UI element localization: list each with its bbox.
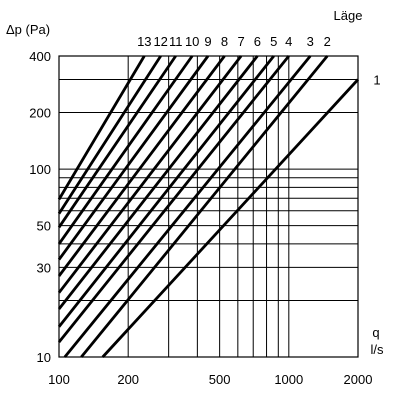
series-label-10: 10 [185,34,199,49]
series-label-1: 1 [373,73,380,88]
x-axis-unit: l/s [371,342,385,357]
series-line-7 [57,55,243,294]
plot-border [58,55,359,358]
y-tick-label: 10 [37,350,51,365]
series-label-8: 8 [221,34,228,49]
series-label-7: 7 [237,34,244,49]
y-axis-label: Δp (Pa) [6,22,50,37]
series-line-11 [57,55,177,229]
series-label-9: 9 [204,34,211,49]
series-line-2 [80,55,329,358]
y-tick-label: 50 [37,219,51,234]
x-tick-label: 200 [117,372,139,387]
series-line-6 [57,55,259,310]
x-tick-label: 2000 [344,372,373,387]
series-line-5 [57,55,275,328]
x-tick-label: 500 [209,372,231,387]
y-tick-label: 400 [29,49,51,64]
series-label-4: 4 [285,34,292,49]
y-tick-label: 100 [29,162,51,177]
y-tick-label: 200 [29,106,51,121]
series-labels: 13 12 11 10 9 8 7 6 5 4 3 2 1 [137,34,381,88]
legend-title: Läge [334,8,363,23]
series-line-10 [57,55,194,245]
x-tick-label: 100 [48,372,70,387]
series-label-11: 11 [169,34,183,49]
series-line-9 [57,55,210,261]
x-tick-label: 1000 [274,372,303,387]
plot-frame [58,55,359,358]
grid [59,56,358,357]
series-line-4 [57,55,290,343]
series-label-13: 13 [137,34,151,49]
tick-labels: 100 200 500 1000 2000 400 200 100 50 30 10 [29,49,372,387]
x-axis-label: q [372,325,379,340]
series-label-12: 12 [153,34,167,49]
series-label-3: 3 [307,34,314,49]
series-line-1 [101,78,360,358]
series-label-6: 6 [254,34,261,49]
series-line-13 [57,55,146,201]
y-tick-label: 30 [37,260,51,275]
series-line-8 [57,55,226,277]
series-line-3 [63,55,312,358]
series-line-12 [57,55,162,215]
series-lines [57,55,360,358]
series-label-2: 2 [324,34,331,49]
series-label-5: 5 [270,34,277,49]
